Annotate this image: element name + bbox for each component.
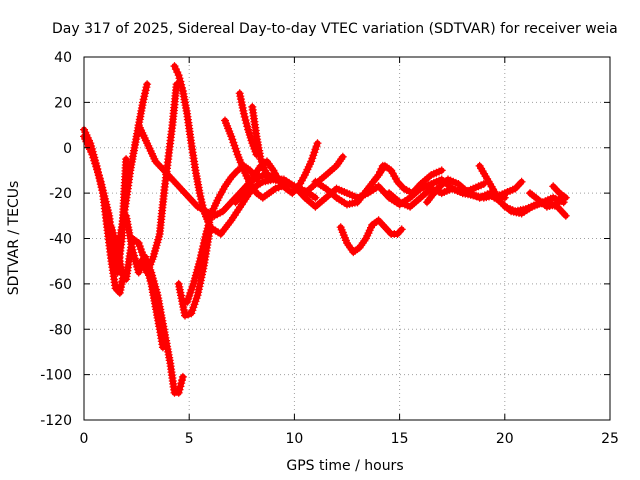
y-tick-label: 40	[54, 50, 72, 66]
data-point-marker	[311, 193, 320, 202]
series-layer	[80, 62, 570, 397]
series-arc-13	[235, 89, 261, 159]
series-arc-8	[170, 62, 320, 238]
y-tick-label: -80	[49, 322, 72, 338]
data-point-marker	[437, 166, 446, 175]
series-arc-22	[423, 175, 505, 207]
x-tick-label: 10	[285, 431, 303, 447]
data-point-marker	[178, 372, 187, 381]
series-arc-9	[174, 223, 215, 320]
series-arc-14	[248, 102, 280, 184]
data-point-marker	[271, 175, 280, 184]
series-arc-26	[526, 189, 568, 211]
x-tick-label: 20	[496, 431, 514, 447]
y-tick-label: -40	[49, 232, 72, 248]
data-point-marker	[338, 152, 347, 161]
y-tick-label: 0	[63, 141, 72, 157]
series-arc-5	[122, 211, 187, 397]
data-point-marker	[561, 211, 570, 220]
series-arc-11	[221, 116, 286, 202]
y-tick-label: -120	[40, 413, 72, 429]
y-axis-label: SDTVAR / TECUs	[6, 181, 22, 296]
x-tick-label: 15	[391, 431, 409, 447]
series-arc-27	[549, 182, 570, 202]
y-tick-label: -100	[40, 368, 72, 384]
x-tick-label: 0	[80, 431, 89, 447]
data-point-marker	[517, 177, 526, 186]
series-arc-24	[490, 177, 526, 202]
x-axis-label: GPS time / hours	[286, 458, 403, 474]
data-point-marker	[397, 225, 406, 234]
series-arc-18	[336, 216, 406, 257]
data-point-marker	[313, 139, 322, 148]
x-tick-label: 5	[185, 431, 194, 447]
data-point-marker	[143, 80, 152, 89]
data-point-marker	[561, 193, 570, 202]
y-tick-label: -20	[49, 186, 72, 202]
chart-title: Day 317 of 2025, Sidereal Day-to-day VTE…	[52, 21, 618, 37]
y-tick-label: -60	[49, 277, 72, 293]
x-tick-label: 25	[601, 431, 619, 447]
y-tick-label: 20	[54, 95, 72, 111]
axis-layer: 0 5 10 15 20 25 40 20 0 -20 -40 -60 -80 -100 -120	[40, 50, 619, 447]
